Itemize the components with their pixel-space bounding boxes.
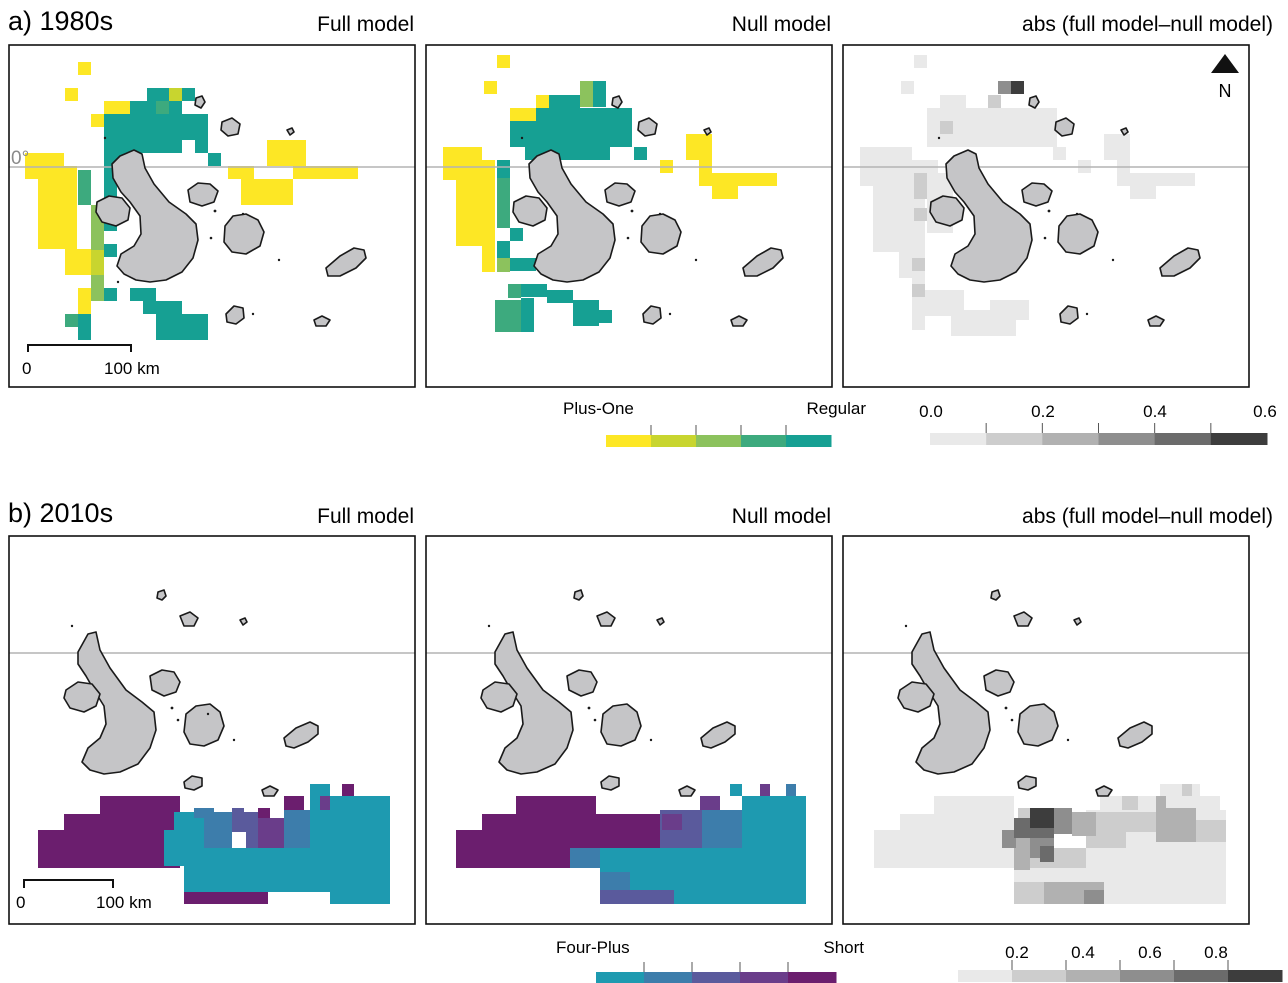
panel-title: Null model [732, 13, 831, 36]
islands [929, 95, 1201, 327]
legend-tick: 0.6 [1138, 943, 1162, 962]
legend-tick: 0.4 [1143, 402, 1167, 421]
legend-tick: 0.8 [1204, 943, 1228, 962]
row-label: b) 2010s [8, 498, 113, 528]
panel-title: abs (full model–null model) [1022, 13, 1273, 36]
legend-right-label: Short [823, 938, 864, 957]
legend-tick: 0.0 [919, 402, 943, 421]
legend-swatch [1066, 970, 1121, 982]
grid-cells [456, 784, 806, 904]
legend-swatches [606, 425, 832, 447]
legend-swatch [1098, 433, 1156, 445]
legend-tick: 0.4 [1071, 943, 1095, 962]
grid-cells [38, 784, 390, 904]
scale-bar-end: 100 km [104, 359, 160, 378]
equator-label: 0° [11, 148, 29, 169]
legend-swatch [651, 435, 697, 447]
panel-title: Full model [317, 505, 414, 528]
legend-swatch [788, 972, 837, 983]
legend-swatch [786, 435, 832, 447]
diff-legend-2010s: 0.2 0.4 0.6 0.8 [958, 943, 1283, 982]
grid-cells [25, 62, 358, 340]
scale-bar-start: 0 [22, 359, 31, 378]
legend-swatch [741, 435, 787, 447]
legend-swatch [696, 435, 742, 447]
north-arrow-icon [1211, 54, 1239, 73]
scale-bar: 0 100 km [22, 344, 160, 378]
legend-swatch [740, 972, 789, 983]
islands [480, 589, 736, 797]
legend-left-label: Plus-One [563, 399, 634, 418]
diff-legend-1980s: 0.0 0.2 0.4 0.6 [919, 402, 1277, 445]
legend-swatches [596, 962, 837, 983]
scale-bar-start: 0 [16, 893, 25, 912]
legend-swatch [1174, 970, 1229, 982]
grid-cells [874, 784, 1226, 904]
islands [897, 589, 1153, 797]
legend-tick: 0.2 [1005, 943, 1029, 962]
grid-cells [860, 55, 1195, 336]
north-arrow: N [1211, 54, 1239, 101]
legend-right-label: Regular [806, 399, 866, 418]
islands [95, 95, 367, 327]
legend-swatch [692, 972, 741, 983]
legend-tick: 0.6 [1253, 402, 1277, 421]
legend-swatches [930, 423, 1268, 445]
legend-swatch [1210, 433, 1268, 445]
category-legend-1980s: Plus-One Regular [563, 399, 866, 447]
legend-swatch [596, 972, 645, 983]
islands [512, 95, 784, 327]
legend-swatch [644, 972, 693, 983]
panel-title: Full model [317, 13, 414, 36]
islands [63, 589, 319, 797]
scale-bar: 0 100 km [16, 879, 152, 912]
legend-swatch [1042, 433, 1099, 445]
map-panel-2010s-full: 0 100 km [8, 535, 416, 925]
legend-swatch [606, 435, 652, 447]
map-panel-1980s-null [425, 44, 833, 388]
legend-swatch [1012, 970, 1067, 982]
panel-title: abs (full model–null model) [1022, 505, 1273, 528]
legend-swatch [1228, 970, 1283, 982]
map-panel-2010s-null [425, 535, 833, 925]
map-panel-1980s-full: 0° 0 100 km [8, 44, 416, 388]
scale-bar-end: 100 km [96, 893, 152, 912]
legend-swatch [1120, 970, 1175, 982]
north-label: N [1219, 81, 1232, 101]
map-panel-2010s-diff [842, 535, 1250, 925]
category-legend-2010s: Four-Plus Short [556, 938, 864, 983]
legend-swatch [930, 433, 987, 445]
legend-swatch [986, 433, 1043, 445]
legend-swatches [958, 960, 1283, 982]
panel-title: Null model [732, 505, 831, 528]
legend-swatch [1154, 433, 1212, 445]
legend-left-label: Four-Plus [556, 938, 630, 957]
legend-tick: 0.2 [1031, 402, 1055, 421]
row-label: a) 1980s [8, 6, 113, 36]
map-panel-1980s-diff: N [842, 44, 1250, 388]
legend-swatch [958, 970, 1013, 982]
